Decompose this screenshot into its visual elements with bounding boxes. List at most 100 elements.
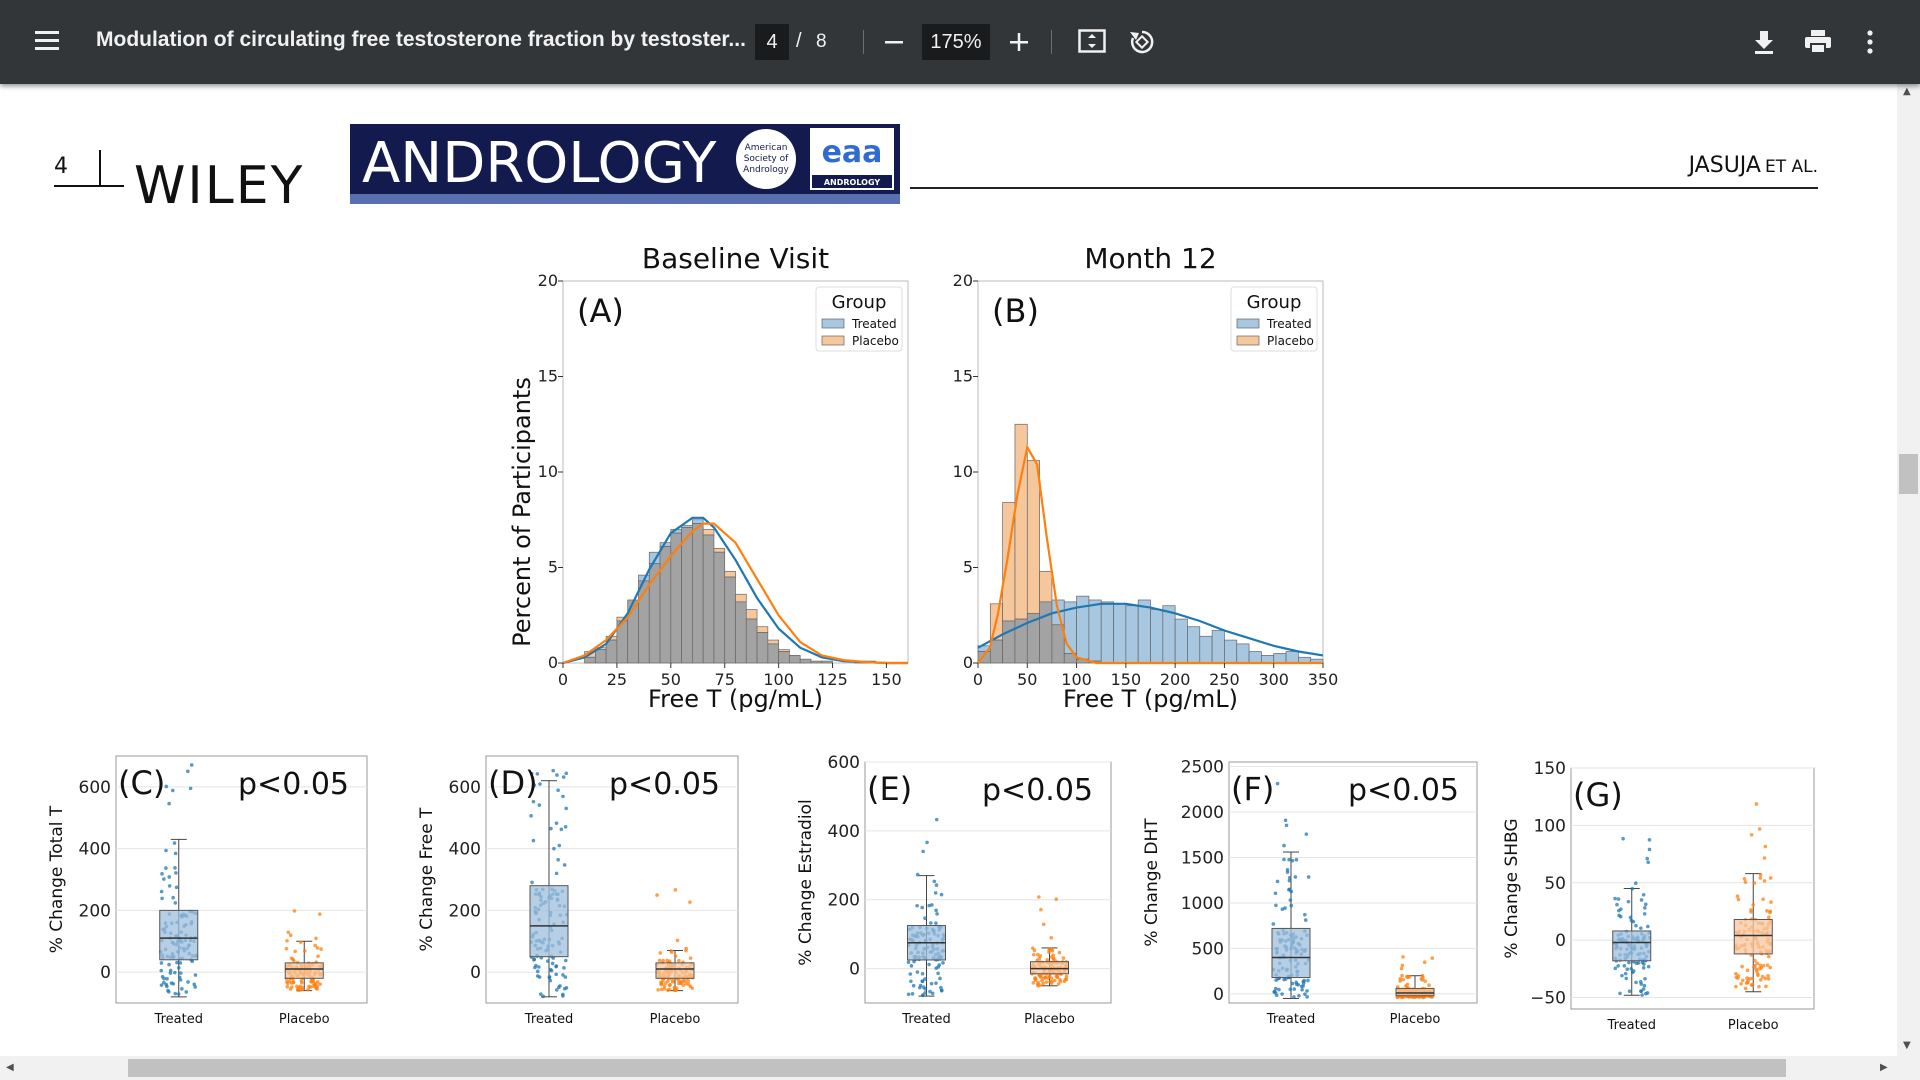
zoom-level-input[interactable]: 175% <box>922 24 990 60</box>
histogram-bar <box>1125 605 1139 664</box>
data-point <box>285 938 289 943</box>
box <box>1733 918 1773 955</box>
data-point <box>1284 977 1288 981</box>
data-point <box>1399 966 1404 971</box>
data-point <box>165 976 169 981</box>
y-tick-label: 200 <box>79 901 111 921</box>
x-axis-label: Free T (pg/mL) <box>1063 685 1238 713</box>
histogram-panel-b: Month 12 (B) 0 50 100 150 200 250 300 350 0 5 10 15 20… <box>953 242 1339 713</box>
horizontal-scrollbar-thumb[interactable] <box>128 1059 1786 1077</box>
plot-frame <box>1570 767 1815 1010</box>
data-point <box>556 857 560 862</box>
data-point <box>909 979 913 984</box>
histogram-bar <box>702 534 715 664</box>
histogram-bar <box>1236 643 1250 664</box>
scroll-down-arrow[interactable]: ▼ <box>1903 1040 1911 1051</box>
data-point <box>1395 985 1400 989</box>
more-vert-icon[interactable] <box>1864 29 1876 55</box>
data-point <box>541 994 546 999</box>
x-tick-label: 300 <box>1258 670 1289 689</box>
download-icon[interactable] <box>1752 29 1776 55</box>
data-point <box>561 973 565 977</box>
data-point <box>159 983 164 987</box>
data-point <box>1275 781 1280 786</box>
histogram-bar <box>1187 626 1201 664</box>
histogram-bar <box>692 523 704 664</box>
data-point <box>1766 954 1771 959</box>
data-point <box>912 959 916 964</box>
data-point <box>1285 868 1290 872</box>
data-point <box>313 943 317 948</box>
histogram-bar <box>584 656 596 664</box>
y-tick-label: 0 <box>849 960 860 980</box>
vertical-scrollbar-thumb[interactable] <box>1899 454 1918 494</box>
data-point <box>1289 903 1294 908</box>
data-point <box>1758 876 1763 880</box>
data-point <box>923 916 927 921</box>
running-head: JASUJA ET AL. <box>1687 153 1818 178</box>
scroll-right-arrow[interactable]: ▶ <box>1880 1062 1888 1073</box>
data-point <box>170 788 175 793</box>
histogram-bar <box>1026 460 1040 614</box>
data-point <box>1631 919 1636 924</box>
box <box>1271 927 1311 979</box>
histogram-bar <box>756 632 769 664</box>
data-point <box>175 960 179 965</box>
data-point <box>1640 993 1644 997</box>
data-point <box>1041 922 1046 927</box>
author-suffix: ET AL. <box>1765 157 1818 177</box>
rotate-icon[interactable] <box>1128 28 1156 56</box>
data-point <box>1039 907 1043 912</box>
vertical-scrollbar[interactable] <box>1897 84 1920 1056</box>
data-point <box>1641 892 1646 897</box>
data-point <box>180 987 184 991</box>
data-point <box>1757 984 1761 989</box>
print-icon[interactable] <box>1804 29 1832 55</box>
data-point <box>909 964 914 968</box>
data-point <box>1288 898 1293 902</box>
scroll-up-arrow[interactable]: ▲ <box>1903 86 1911 97</box>
data-point <box>164 784 169 789</box>
page-number-input[interactable]: 4 <box>755 24 789 60</box>
scroll-left-arrow[interactable]: ◀ <box>6 1062 14 1073</box>
data-point <box>927 962 931 967</box>
data-point <box>1744 981 1749 985</box>
histogram-bar <box>594 649 607 664</box>
data-point <box>934 883 939 887</box>
data-point <box>1647 847 1652 852</box>
data-point <box>921 849 925 854</box>
data-point <box>1400 963 1405 968</box>
y-tick-label: 2500 <box>1181 758 1224 778</box>
data-point <box>174 871 178 875</box>
data-point <box>316 954 320 959</box>
data-point <box>1038 983 1042 988</box>
y-tick-label: 0 <box>548 653 558 672</box>
zoom-out-icon[interactable] <box>883 31 905 53</box>
histogram-bar <box>989 639 1003 664</box>
data-point <box>166 988 170 993</box>
histogram-bar <box>1174 618 1188 664</box>
data-point <box>294 984 299 989</box>
data-point <box>921 993 925 997</box>
fit-page-icon[interactable] <box>1078 29 1106 55</box>
data-point <box>1754 802 1759 806</box>
data-point <box>1061 956 1066 960</box>
data-point <box>1761 897 1765 901</box>
data-point <box>1033 976 1038 980</box>
x-tick-label: 25 <box>607 670 627 689</box>
x-tick-label: 0 <box>558 670 568 689</box>
menu-icon[interactable] <box>35 30 61 52</box>
data-point <box>556 788 560 793</box>
data-point <box>1300 987 1304 992</box>
data-point <box>552 846 556 851</box>
data-point <box>1625 967 1630 971</box>
zoom-in-icon[interactable] <box>1008 31 1030 53</box>
data-point <box>1035 952 1040 957</box>
data-point <box>674 988 678 993</box>
data-point <box>1404 974 1409 979</box>
page-total: 8 <box>816 31 827 52</box>
data-point <box>928 989 932 994</box>
histogram-bar <box>1039 601 1053 664</box>
data-point <box>1627 989 1632 994</box>
data-point <box>1627 960 1631 965</box>
